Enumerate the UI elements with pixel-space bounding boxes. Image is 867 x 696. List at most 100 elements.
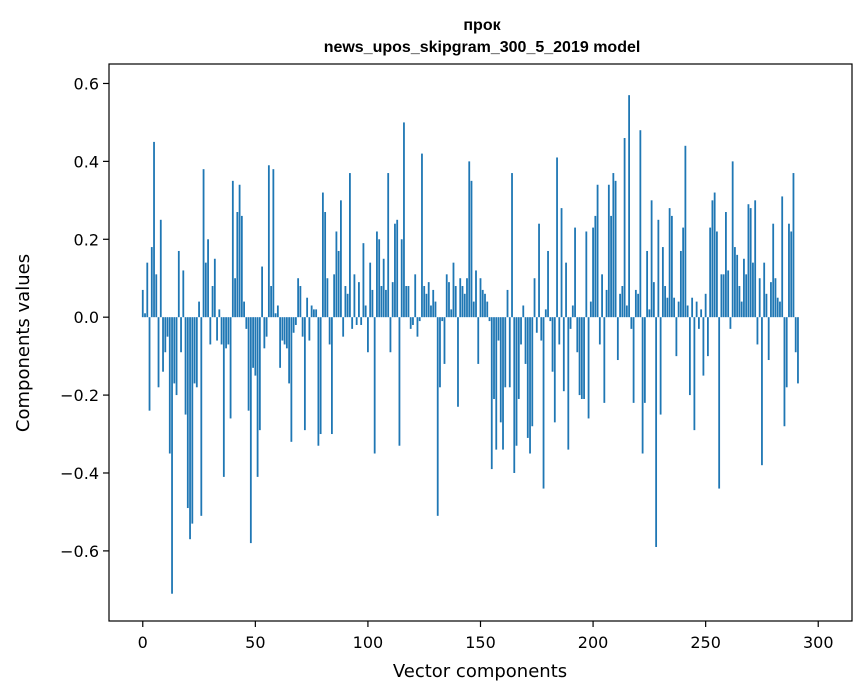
bar-16 <box>177 250 180 318</box>
bar-72 <box>303 317 306 431</box>
bar-201 <box>594 215 597 318</box>
bar-222 <box>641 317 644 454</box>
bar-285 <box>783 317 786 427</box>
bar-235 <box>670 215 673 318</box>
bar-78 <box>317 317 320 446</box>
bar-139 <box>454 286 457 318</box>
bar-124 <box>421 153 423 318</box>
bar-11 <box>166 317 169 337</box>
bar-5 <box>153 141 155 318</box>
bar-34 <box>218 309 221 318</box>
bar-93 <box>351 317 354 329</box>
bar-233 <box>666 297 669 318</box>
bar-47 <box>247 317 250 411</box>
bar-130 <box>434 301 437 318</box>
x-axis-ticks: 0 50 100 150 200 250 300 <box>138 621 834 652</box>
bar-135 <box>445 274 448 318</box>
bar-84 <box>331 317 333 435</box>
bar-27 <box>202 169 205 318</box>
bar-31 <box>211 286 214 318</box>
bar-216 <box>628 95 630 318</box>
bar-88 <box>340 200 342 318</box>
bar-119 <box>409 317 412 329</box>
bar-114 <box>398 317 401 446</box>
bar-131 <box>436 317 439 516</box>
x-tick-label: 150 <box>465 633 496 652</box>
bar-92 <box>349 173 351 318</box>
bar-118 <box>407 286 410 318</box>
bar-21 <box>189 317 191 540</box>
bar-240 <box>682 227 685 318</box>
bar-250 <box>704 293 707 318</box>
bar-247 <box>698 317 700 329</box>
bar-7 <box>157 317 160 388</box>
bar-99 <box>364 305 367 318</box>
bar-61 <box>279 317 282 368</box>
bar-163 <box>508 317 511 388</box>
y-tick-label: −0.2 <box>60 386 99 405</box>
chart-title: прок <box>463 17 501 34</box>
bar-173 <box>531 317 534 427</box>
bar-251 <box>707 317 709 357</box>
bar-126 <box>425 293 428 318</box>
y-tick-label: 0.6 <box>74 74 99 93</box>
bar-199 <box>589 301 592 318</box>
bar-107 <box>382 258 385 318</box>
bar-8 <box>159 219 162 318</box>
bar-81 <box>324 212 327 318</box>
bar-87 <box>337 250 340 318</box>
bar-77 <box>315 309 318 318</box>
bar-159 <box>499 317 502 423</box>
bar-256 <box>718 317 721 489</box>
bar-136 <box>448 282 450 318</box>
bar-229 <box>657 219 660 318</box>
bar-56 <box>267 165 270 318</box>
bar-67 <box>292 317 295 333</box>
bar-18 <box>182 270 185 318</box>
bar-179 <box>544 309 547 318</box>
bar-148 <box>475 270 477 318</box>
bar-202 <box>596 184 599 318</box>
bar-147 <box>472 301 475 318</box>
bar-259 <box>725 212 727 318</box>
bar-40 <box>231 180 234 318</box>
bar-149 <box>477 317 480 364</box>
bar-263 <box>734 247 736 318</box>
bar-102 <box>371 289 374 318</box>
bar-71 <box>301 317 304 337</box>
bar-194 <box>578 317 581 396</box>
bar-245 <box>693 317 696 431</box>
bar-23 <box>193 317 196 384</box>
bar-10 <box>164 317 167 353</box>
bar-49 <box>252 317 254 368</box>
bar-262 <box>731 161 734 318</box>
y-axis-ticks: −0.6 −0.4 −0.2 0.0 0.2 0.4 0.6 <box>60 74 109 561</box>
bar-series <box>141 95 799 594</box>
bar-156 <box>493 317 495 399</box>
bar-19 <box>184 317 187 415</box>
bar-100 <box>367 317 369 353</box>
bar-165 <box>513 317 516 473</box>
bar-237 <box>675 317 678 357</box>
bar-85 <box>333 274 336 318</box>
bar-29 <box>207 239 209 318</box>
bar-17 <box>180 317 182 353</box>
bar-175 <box>535 317 538 333</box>
bar-204 <box>601 274 603 318</box>
bar-274 <box>758 278 761 318</box>
bar-121 <box>414 274 417 318</box>
bar-254 <box>713 192 716 318</box>
bar-208 <box>610 215 612 318</box>
bar-232 <box>664 286 667 318</box>
bar-140 <box>457 317 459 407</box>
bar-261 <box>729 317 732 329</box>
bar-69 <box>297 278 300 318</box>
bar-189 <box>567 317 570 450</box>
bar-137 <box>450 309 453 318</box>
bar-90 <box>344 286 347 318</box>
bar-50 <box>254 317 257 376</box>
bar-123 <box>418 317 421 322</box>
bar-30 <box>209 317 212 345</box>
x-tick-label: 200 <box>578 633 609 652</box>
